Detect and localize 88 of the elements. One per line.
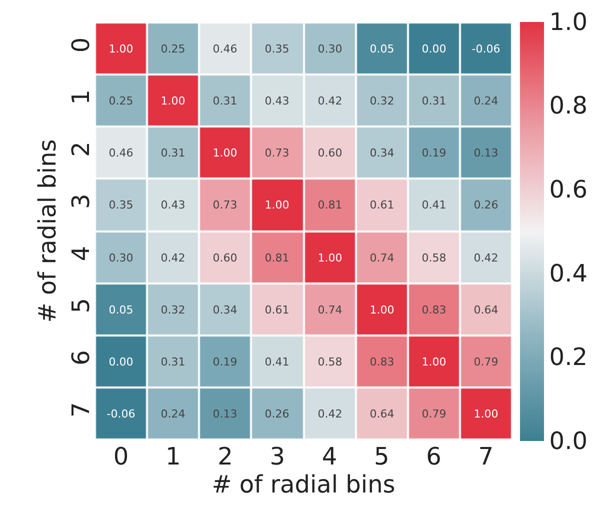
- y-tick-label: 2: [67, 142, 96, 157]
- data-label: 0.43: [264, 94, 290, 108]
- data-label: 0.19: [422, 146, 446, 160]
- y-tick-label: 1: [67, 89, 96, 105]
- data-label: 0.35: [108, 198, 134, 212]
- data-label: 0.79: [474, 355, 498, 368]
- data-label: 0.31: [422, 94, 446, 108]
- x-tick-label: 1: [166, 442, 181, 470]
- data-label: 0.25: [108, 94, 134, 108]
- data-label: 1.00: [474, 407, 498, 420]
- data-label: 0.32: [370, 94, 394, 108]
- data-label: 1.00: [422, 355, 446, 368]
- data-label: 0.42: [318, 94, 342, 108]
- color-bar-label: 0.2: [549, 343, 588, 372]
- color-bar-label: 0.4: [549, 259, 588, 288]
- color-bar-label: 1.0: [549, 8, 588, 36]
- data-label: 0.24: [474, 94, 498, 108]
- data-label: 0.31: [160, 355, 186, 368]
- data-label: 0.00: [422, 42, 446, 56]
- x-tick-label: 0: [113, 442, 129, 470]
- data-label: 0.26: [264, 407, 290, 420]
- data-label: -0.06: [106, 407, 136, 420]
- x-tick-label: 4: [322, 442, 338, 470]
- color-bar-label: 0.8: [549, 92, 588, 120]
- data-label: 1.00: [370, 303, 394, 316]
- x-tick-label: 5: [374, 442, 390, 470]
- y-axis-title: # of radial bins: [33, 139, 62, 323]
- y-tick-label: 6: [67, 350, 96, 366]
- data-label: 0.43: [160, 198, 186, 212]
- data-label: 0.31: [160, 146, 186, 160]
- color-bar-label: 0.0: [549, 426, 588, 455]
- data-label: 0.74: [318, 303, 342, 316]
- data-label: 0.60: [212, 251, 238, 264]
- data-label: 0.31: [212, 94, 238, 108]
- data-label: 0.61: [370, 198, 394, 212]
- data-label: 0.83: [370, 355, 394, 368]
- data-label: 0.30: [108, 251, 134, 264]
- y-tick-label: 3: [67, 194, 96, 209]
- color-bar-label: 0.6: [549, 176, 588, 204]
- data-label: 1.00: [108, 42, 134, 56]
- data-label: 0.13: [474, 146, 498, 160]
- x-tick-label: 3: [270, 442, 286, 470]
- data-label: 0.05: [108, 303, 134, 316]
- data-label: 0.19: [212, 355, 238, 368]
- data-label: 0.34: [212, 303, 238, 316]
- x-axis-title: # of radial bins: [212, 470, 396, 498]
- data-label: 0.35: [264, 42, 290, 56]
- data-label: 0.46: [212, 42, 238, 56]
- data-label: 0.61: [264, 303, 290, 316]
- data-label: 0.83: [422, 303, 446, 316]
- y-tick-label: 5: [67, 298, 96, 314]
- data-label: 0.34: [370, 146, 394, 160]
- data-label: 0.81: [264, 251, 290, 264]
- y-tick-label: 0: [67, 37, 96, 53]
- data-label: 0.26: [474, 198, 498, 212]
- data-label: 0.58: [318, 355, 342, 368]
- data-label: 0.79: [422, 407, 446, 420]
- data-label: 0.74: [370, 251, 394, 264]
- y-tick-label: 4: [67, 246, 96, 262]
- data-label: 0.25: [160, 42, 186, 56]
- data-label: 0.81: [318, 198, 342, 212]
- data-label: 0.32: [160, 303, 186, 316]
- data-label: 0.13: [212, 407, 238, 420]
- data-label: 0.58: [422, 251, 446, 264]
- x-tick-label: 6: [426, 442, 442, 470]
- x-tick-label: 2: [218, 442, 233, 470]
- data-label: 0.73: [264, 146, 290, 160]
- data-label: 0.41: [264, 355, 290, 368]
- x-tick-label: 7: [478, 442, 494, 470]
- data-label: 0.05: [370, 42, 394, 56]
- data-label: 1.00: [264, 198, 290, 212]
- data-label: 0.41: [422, 198, 446, 212]
- data-label: -0.06: [472, 42, 500, 56]
- data-label: 0.60: [318, 146, 342, 160]
- y-tick-label: 7: [67, 402, 96, 418]
- data-label: 0.42: [318, 407, 342, 420]
- data-label: 0.46: [108, 146, 134, 160]
- data-label: 0.64: [370, 407, 394, 420]
- data-label: 0.73: [212, 198, 238, 212]
- data-label: 0.30: [318, 42, 342, 56]
- data-label: 0.42: [474, 251, 498, 264]
- data-label: 0.00: [108, 355, 134, 368]
- data-label: 0.24: [160, 407, 186, 420]
- data-label: 1.00: [318, 251, 342, 264]
- data-label: 0.64: [474, 303, 498, 316]
- data-label: 1.00: [212, 146, 238, 160]
- data-label: 0.42: [160, 251, 186, 264]
- data-label: 1.00: [160, 94, 186, 108]
